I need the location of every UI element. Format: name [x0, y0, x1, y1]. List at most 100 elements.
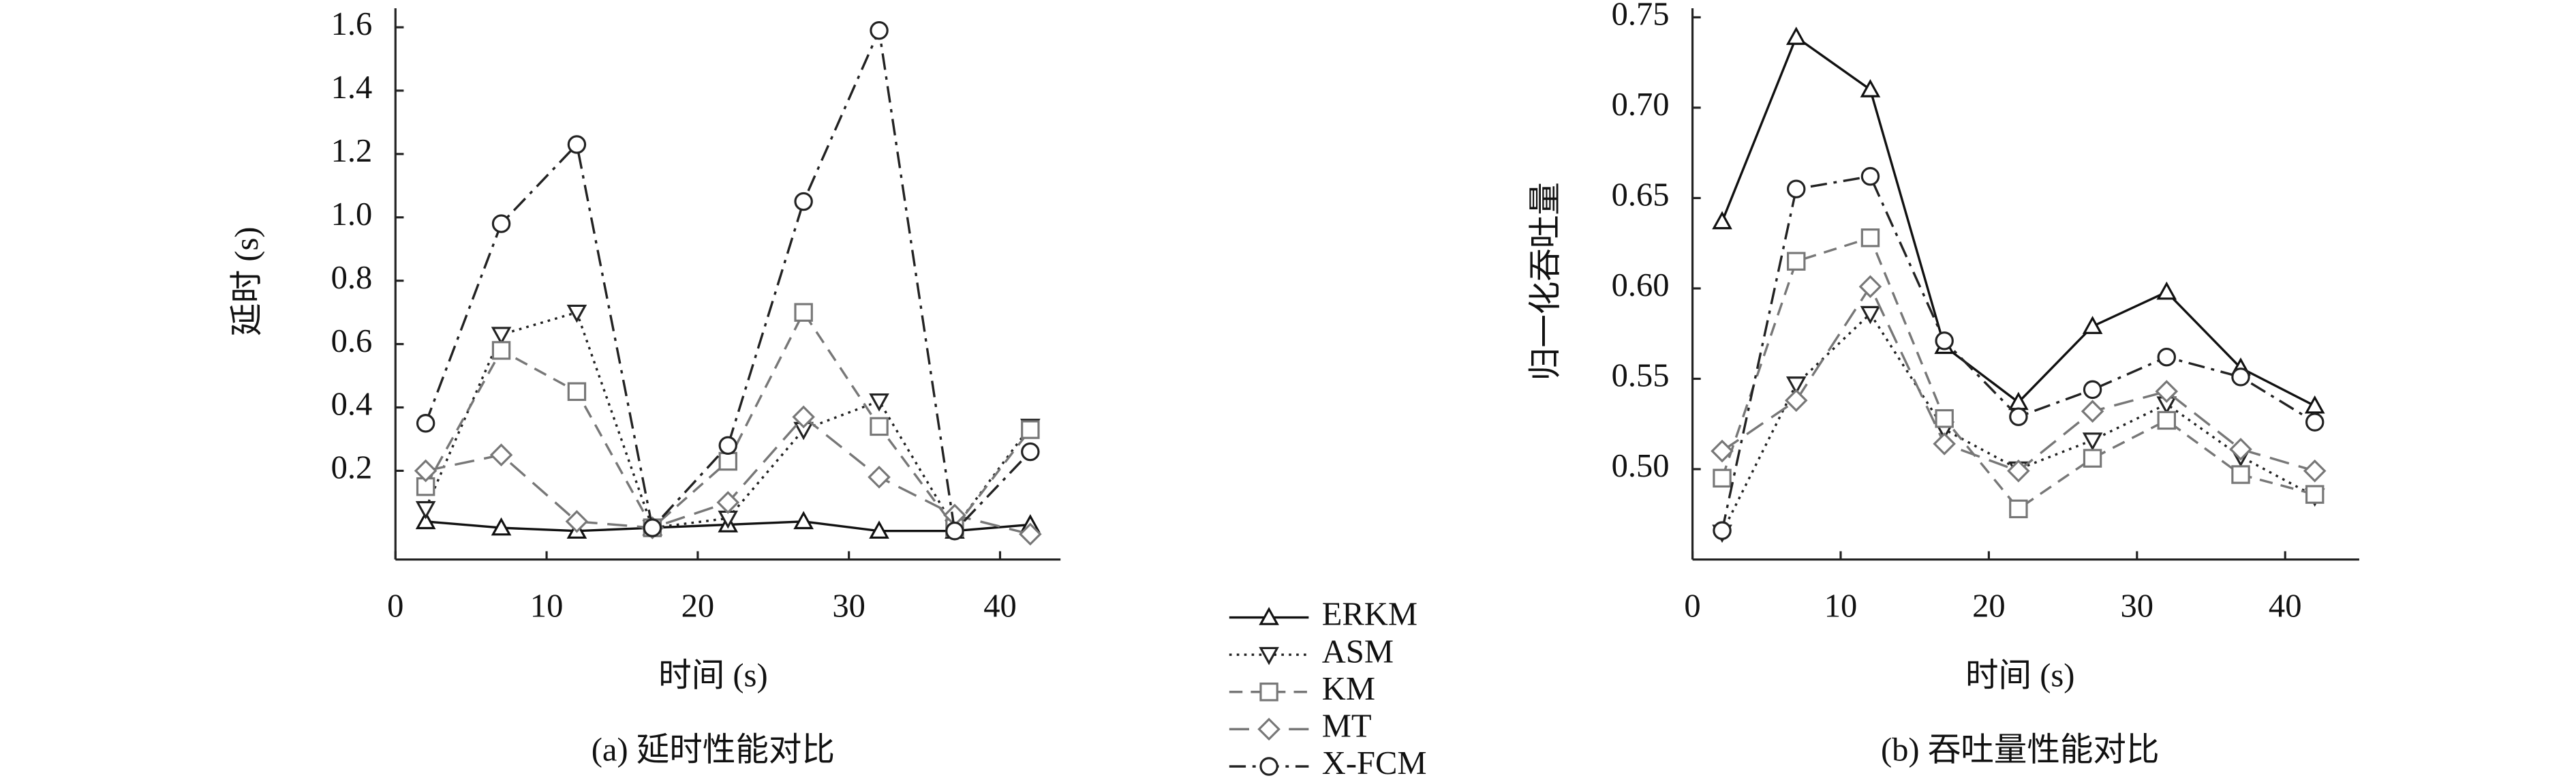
marker — [870, 20, 889, 40]
marker — [2229, 438, 2252, 461]
marker — [567, 135, 587, 154]
y-tick-label: 0.6 — [331, 323, 373, 359]
marker — [1935, 331, 1954, 350]
x-tick-label: 0 — [1684, 588, 1700, 625]
marker — [491, 341, 511, 360]
marker — [716, 491, 740, 514]
marker — [945, 522, 964, 541]
series-line — [425, 311, 1032, 530]
marker — [566, 304, 587, 323]
marker — [2305, 413, 2325, 432]
x-axis-label: 时间 (s) — [1965, 657, 2074, 693]
y-tick-label: 0.70 — [1612, 86, 1670, 123]
series-line — [425, 26, 1032, 534]
x-tick-label: 30 — [2121, 588, 2154, 625]
marker — [1860, 79, 1881, 98]
marker — [870, 417, 889, 436]
marker — [869, 520, 889, 539]
y-tick-label: 0.75 — [1612, 0, 1670, 33]
legend-label: ERKM — [1322, 596, 1417, 633]
legend-label: X-FCM — [1322, 745, 1427, 778]
marker — [2082, 432, 2103, 451]
y-tick-label: 1.0 — [331, 196, 373, 233]
marker — [793, 511, 814, 530]
marker — [1858, 275, 1882, 299]
y-tick-label: 1.6 — [331, 5, 373, 42]
marker — [1019, 522, 1042, 546]
x-tick-label: 40 — [983, 588, 1017, 625]
marker — [415, 511, 436, 530]
x-tick-label: 0 — [387, 588, 403, 625]
y-tick-label: 0.2 — [331, 449, 373, 486]
x-tick-label: 40 — [2269, 588, 2302, 625]
marker — [1860, 305, 1881, 325]
marker — [1021, 420, 1040, 439]
y-axis-label: 归一化吞吐量 — [1527, 182, 1563, 380]
caption: (a) 延时性能对比 — [592, 732, 835, 768]
marker — [2157, 410, 2176, 430]
legend-marker — [1259, 757, 1278, 776]
y-tick-label: 0.60 — [1612, 267, 1670, 303]
marker — [491, 517, 512, 536]
y-tick-label: 1.2 — [331, 132, 373, 169]
marker — [792, 405, 815, 429]
legend-marker — [1259, 683, 1278, 702]
marker — [1711, 439, 1734, 463]
marker — [2009, 407, 2028, 426]
marker — [794, 303, 813, 322]
marker — [1933, 432, 1956, 455]
legend-marker — [1259, 607, 1279, 625]
marker — [1712, 211, 1732, 230]
marker — [2231, 465, 2250, 484]
marker — [1021, 442, 1040, 462]
legend-label: ASM — [1322, 633, 1394, 670]
y-tick-label: 0.65 — [1612, 177, 1670, 213]
marker — [2305, 485, 2325, 504]
x-axis-label: 时间 (s) — [658, 657, 767, 693]
marker — [489, 443, 513, 467]
legend-label: KM — [1322, 670, 1375, 707]
series-line — [1721, 284, 2316, 473]
marker — [718, 451, 737, 471]
marker — [718, 436, 737, 455]
series-line — [1721, 35, 2316, 407]
marker — [2155, 380, 2179, 403]
marker — [794, 192, 813, 211]
marker — [1860, 228, 1880, 248]
caption: (b) 吞吐量性能对比 — [1881, 732, 2160, 768]
marker — [416, 414, 435, 433]
marker — [1713, 468, 1732, 488]
y-tick-label: 1.4 — [331, 69, 373, 106]
y-axis-label: 延时 (s) — [228, 226, 265, 335]
marker — [567, 382, 587, 402]
marker — [415, 500, 436, 520]
legend-label: MT — [1322, 708, 1372, 745]
marker — [1935, 409, 1954, 428]
marker — [1784, 389, 1808, 413]
marker — [643, 518, 662, 537]
x-tick-label: 10 — [530, 588, 564, 625]
marker — [2082, 316, 2103, 334]
x-tick-label: 20 — [1972, 588, 2006, 625]
legend-marker — [1257, 717, 1281, 741]
x-tick-label: 20 — [681, 588, 715, 625]
x-tick-label: 10 — [1824, 588, 1858, 625]
marker — [2081, 400, 2104, 423]
marker — [414, 459, 438, 483]
marker — [2083, 449, 2102, 468]
marker — [869, 393, 889, 412]
marker — [2007, 459, 2030, 483]
y-tick-label: 0.8 — [331, 259, 373, 296]
legend-marker — [1259, 646, 1279, 665]
y-tick-label: 0.55 — [1612, 357, 1670, 394]
marker — [2009, 499, 2028, 519]
marker — [1713, 521, 1732, 540]
marker — [491, 214, 511, 233]
marker — [868, 465, 891, 489]
x-tick-label: 30 — [832, 588, 865, 625]
marker — [2231, 368, 2250, 387]
marker — [2303, 459, 2327, 483]
marker — [1785, 27, 1807, 45]
